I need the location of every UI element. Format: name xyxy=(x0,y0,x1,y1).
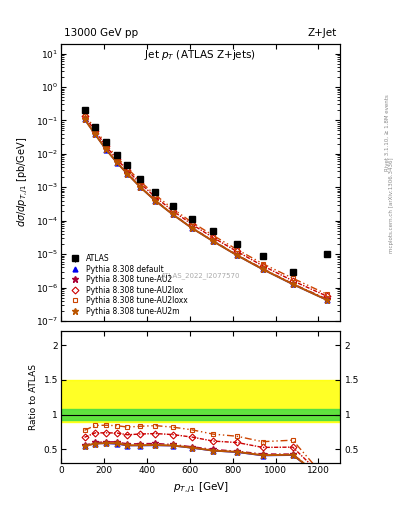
Pythia 8.308 tune-AU2loxx xyxy=(170,205,175,211)
Pythia 8.308 tune-AU2lox xyxy=(93,128,97,134)
Pythia 8.308 tune-AU2 xyxy=(104,146,108,152)
X-axis label: $p_{T,j1}$ [GeV]: $p_{T,j1}$ [GeV] xyxy=(173,481,228,495)
Pythia 8.308 tune-AU2loxx xyxy=(104,141,108,147)
Pythia 8.308 tune-AU2lox xyxy=(211,234,216,241)
Pythia 8.308 default xyxy=(235,252,239,259)
Pythia 8.308 tune-AU2 xyxy=(325,296,329,302)
Pythia 8.308 default xyxy=(325,297,329,303)
Pythia 8.308 tune-AU2loxx xyxy=(189,219,194,225)
Pythia 8.308 tune-AU2m xyxy=(125,171,130,177)
Pythia 8.308 default xyxy=(170,211,175,218)
Pythia 8.308 tune-AU2m xyxy=(93,132,97,138)
Pythia 8.308 tune-AU2loxx xyxy=(138,178,143,184)
Pythia 8.308 tune-AU2lox xyxy=(235,248,239,254)
Pythia 8.308 default xyxy=(290,281,295,287)
Pythia 8.308 tune-AU2loxx xyxy=(235,246,239,252)
Pythia 8.308 tune-AU2lox xyxy=(189,221,194,227)
Line: Pythia 8.308 tune-AU2lox: Pythia 8.308 tune-AU2lox xyxy=(82,114,329,298)
Pythia 8.308 tune-AU2m xyxy=(290,281,295,287)
Y-axis label: $d\sigma/dp_{T,j1}$ [pb/GeV]: $d\sigma/dp_{T,j1}$ [pb/GeV] xyxy=(16,137,30,227)
Pythia 8.308 tune-AU2lox xyxy=(114,156,119,162)
Pythia 8.308 tune-AU2loxx xyxy=(114,154,119,160)
Pythia 8.308 tune-AU2m xyxy=(82,116,87,122)
Pythia 8.308 tune-AU2m xyxy=(260,266,265,272)
Pythia 8.308 tune-AU2lox xyxy=(325,293,329,300)
Pythia 8.308 tune-AU2 xyxy=(93,131,97,137)
Text: Jet $p_T$ (ATLAS Z+jets): Jet $p_T$ (ATLAS Z+jets) xyxy=(145,48,256,61)
Pythia 8.308 tune-AU2m xyxy=(104,146,108,153)
Pythia 8.308 tune-AU2lox xyxy=(170,207,175,214)
Pythia 8.308 tune-AU2loxx xyxy=(290,275,295,281)
Pythia 8.308 default xyxy=(138,184,143,190)
Pythia 8.308 default xyxy=(104,146,108,153)
Pythia 8.308 tune-AU2loxx xyxy=(211,232,216,239)
Pythia 8.308 tune-AU2 xyxy=(125,170,130,177)
Pythia 8.308 tune-AU2 xyxy=(260,266,265,272)
Text: mcplots.cern.ch [arXiv:1306.3436]: mcplots.cern.ch [arXiv:1306.3436] xyxy=(389,157,393,252)
Pythia 8.308 tune-AU2lox xyxy=(82,113,87,119)
Pythia 8.308 tune-AU2m xyxy=(211,238,216,244)
Pythia 8.308 tune-AU2lox xyxy=(153,194,158,200)
Line: Pythia 8.308 tune-AU2m: Pythia 8.308 tune-AU2m xyxy=(81,116,330,303)
Pythia 8.308 tune-AU2lox xyxy=(290,278,295,284)
Pythia 8.308 default xyxy=(114,159,119,165)
Pythia 8.308 default xyxy=(189,225,194,231)
Pythia 8.308 tune-AU2 xyxy=(290,281,295,287)
Pythia 8.308 default xyxy=(211,239,216,245)
Text: Z+Jet: Z+Jet xyxy=(308,28,337,38)
Pythia 8.308 tune-AU2loxx xyxy=(82,111,87,117)
Pythia 8.308 default xyxy=(82,116,87,122)
Pythia 8.308 default xyxy=(260,266,265,272)
Pythia 8.308 tune-AU2loxx xyxy=(260,261,265,267)
Pythia 8.308 tune-AU2 xyxy=(189,225,194,231)
Pythia 8.308 tune-AU2m xyxy=(170,211,175,217)
Pythia 8.308 tune-AU2 xyxy=(170,211,175,217)
Pythia 8.308 tune-AU2loxx xyxy=(125,165,130,172)
Pythia 8.308 tune-AU2loxx xyxy=(153,192,158,198)
Pythia 8.308 default xyxy=(125,171,130,177)
Pythia 8.308 default xyxy=(93,132,97,138)
Pythia 8.308 tune-AU2 xyxy=(82,116,87,122)
Text: 13000 GeV pp: 13000 GeV pp xyxy=(64,28,138,38)
Pythia 8.308 tune-AU2 xyxy=(114,159,119,165)
Pythia 8.308 tune-AU2lox xyxy=(260,263,265,269)
Pythia 8.308 tune-AU2m xyxy=(235,252,239,258)
Text: ATLAS_2022_I2077570: ATLAS_2022_I2077570 xyxy=(161,272,240,280)
Pythia 8.308 tune-AU2lox xyxy=(125,167,130,174)
Pythia 8.308 tune-AU2 xyxy=(211,238,216,244)
Pythia 8.308 default xyxy=(153,198,158,204)
Pythia 8.308 tune-AU2m xyxy=(153,198,158,204)
Text: Rivet 3.1.10, ≥ 1.8M events: Rivet 3.1.10, ≥ 1.8M events xyxy=(385,95,389,172)
Pythia 8.308 tune-AU2m xyxy=(138,184,143,190)
Pythia 8.308 tune-AU2m xyxy=(325,297,329,303)
Pythia 8.308 tune-AU2m xyxy=(114,159,119,165)
Pythia 8.308 tune-AU2loxx xyxy=(325,291,329,297)
Legend: ATLAS, Pythia 8.308 default, Pythia 8.308 tune-AU2, Pythia 8.308 tune-AU2lox, Py: ATLAS, Pythia 8.308 default, Pythia 8.30… xyxy=(65,252,189,317)
Pythia 8.308 tune-AU2 xyxy=(235,252,239,258)
Pythia 8.308 tune-AU2lox xyxy=(138,180,143,186)
Line: Pythia 8.308 default: Pythia 8.308 default xyxy=(82,117,329,303)
Pythia 8.308 tune-AU2m xyxy=(189,225,194,231)
Pythia 8.308 tune-AU2 xyxy=(138,183,143,189)
Line: Pythia 8.308 tune-AU2loxx: Pythia 8.308 tune-AU2loxx xyxy=(82,112,329,296)
Line: Pythia 8.308 tune-AU2: Pythia 8.308 tune-AU2 xyxy=(81,116,330,302)
Y-axis label: Ratio to ATLAS: Ratio to ATLAS xyxy=(29,365,38,430)
Pythia 8.308 tune-AU2loxx xyxy=(93,126,97,132)
Pythia 8.308 tune-AU2 xyxy=(153,197,158,203)
Pythia 8.308 tune-AU2lox xyxy=(104,143,108,149)
